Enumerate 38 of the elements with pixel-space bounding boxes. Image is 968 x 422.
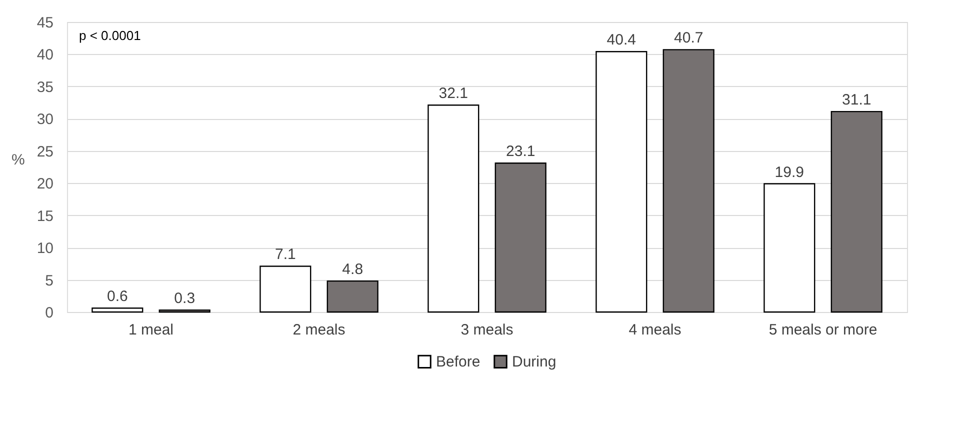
- bar: [830, 110, 882, 313]
- x-tick-label: 4 meals: [628, 322, 682, 338]
- y-tick-label: 30: [36, 111, 54, 128]
- data-label: 0.3: [174, 290, 196, 308]
- legend-label: During: [512, 354, 556, 371]
- bar: [764, 183, 816, 313]
- bar: [662, 49, 714, 313]
- data-label: 40.7: [674, 30, 704, 47]
- bar: [428, 104, 480, 313]
- y-tick-label: 15: [36, 208, 54, 225]
- y-tick-label: 40: [36, 46, 54, 64]
- x-tick-label: 1 meal: [128, 322, 174, 338]
- data-label: 31.1: [842, 92, 872, 109]
- data-label: 40.4: [606, 32, 636, 49]
- y-tick-label: 0: [45, 304, 54, 322]
- x-tick-label: 5 meals or more: [768, 322, 878, 338]
- bar: [494, 162, 546, 313]
- y-axis-title: %: [11, 152, 25, 168]
- y-tick-label: 20: [36, 176, 54, 193]
- y-tick-label: 10: [36, 240, 54, 258]
- annotation: p < 0.0001: [79, 28, 141, 43]
- x-tick-label: 2 meals: [292, 322, 346, 338]
- data-label: 7.1: [274, 246, 296, 264]
- data-label: 4.8: [342, 261, 364, 278]
- y-tick-label: 35: [36, 78, 54, 96]
- bar: [326, 280, 378, 313]
- bar: [260, 266, 312, 313]
- data-label: 0.6: [106, 288, 128, 306]
- bar: [596, 51, 648, 313]
- data-label: 19.9: [774, 164, 804, 181]
- bar: [92, 308, 144, 313]
- legend-label: Before: [436, 354, 480, 371]
- data-label: 23.1: [506, 143, 536, 160]
- y-tick-label: 25: [36, 143, 54, 160]
- y-tick-label: 45: [36, 14, 54, 32]
- x-tick-label: 3 meals: [460, 322, 514, 338]
- y-tick-label: 5: [45, 272, 54, 290]
- data-label: 32.1: [438, 85, 468, 102]
